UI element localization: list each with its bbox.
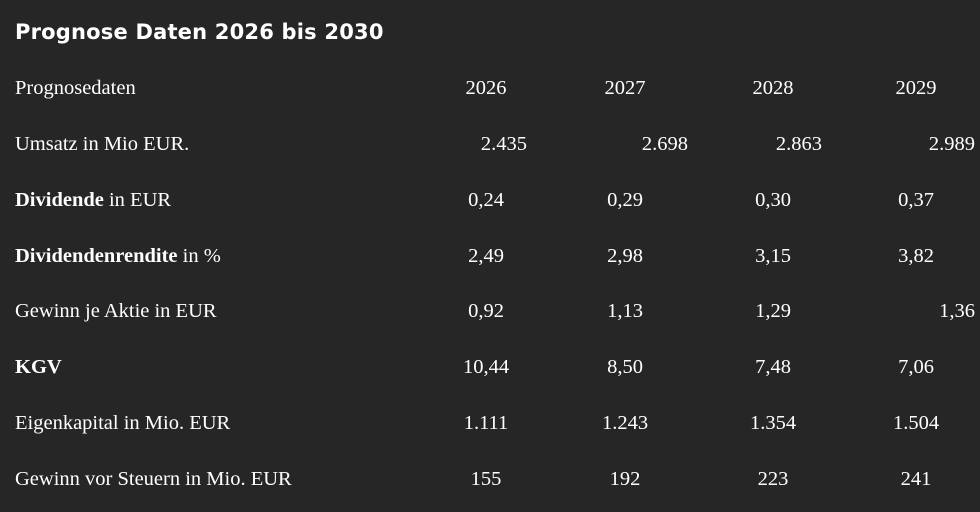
table-cell: 1,13	[607, 300, 643, 322]
row-label: KGV	[15, 347, 62, 387]
row-label: Dividende in EUR	[15, 180, 171, 220]
table-cell: 2.863	[775, 133, 822, 155]
table-cell: 10,44	[462, 356, 510, 378]
table-row: Gewinn vor Steuern in Mio. EUR 155 192 2…	[0, 459, 980, 499]
table-row: Eigenkapital in Mio. EUR 1.111 1.243 1.3…	[0, 403, 980, 443]
row-label-text: in %	[177, 245, 221, 267]
table-cell: 1,36	[939, 300, 975, 322]
table-row: Dividende in EUR 0,24 0,29 0,30 0,37	[0, 180, 980, 220]
header-label: Prognosedaten	[15, 77, 136, 99]
table-row: KGV 10,44 8,50 7,48 7,06	[0, 347, 980, 387]
table-cell: 2.989	[928, 133, 975, 155]
table-cell: 192	[609, 468, 641, 490]
table-cell: 0,24	[468, 189, 504, 211]
row-label-bold: KGV	[15, 356, 62, 378]
table-row: Dividendenrendite in % 2,49 2,98 3,15 3,…	[0, 236, 980, 276]
row-label: Umsatz in Mio EUR.	[15, 124, 189, 164]
table-cell: 2,98	[607, 245, 643, 267]
row-label: Gewinn vor Steuern in Mio. EUR	[15, 459, 292, 499]
table-row: Umsatz in Mio EUR. 2.435 2.698 2.863 2.9…	[0, 124, 980, 164]
header-year: 2028	[752, 77, 794, 99]
header-year: 2026	[465, 77, 507, 99]
row-label-bold: Dividendenrendite	[15, 245, 178, 267]
table-cell: 2.698	[641, 133, 688, 155]
table-row: Gewinn je Aktie in EUR 0,92 1,13 1,29 1,…	[0, 291, 980, 331]
table-cell: 1.243	[601, 412, 649, 434]
table-cell: 1.504	[892, 412, 940, 434]
row-label-text: in EUR	[103, 189, 172, 211]
row-label-bold: Dividende	[15, 189, 104, 211]
table-cell: 223	[757, 468, 789, 490]
row-label: Dividendenrendite in %	[15, 236, 221, 276]
table-cell: 241	[900, 468, 932, 490]
table-cell: 7,06	[898, 356, 934, 378]
row-label-text: Gewinn vor Steuern in Mio. EUR	[15, 468, 292, 490]
row-label: Gewinn je Aktie in EUR	[15, 291, 217, 331]
header-year: 2027	[604, 77, 646, 99]
table-cell: 0,92	[468, 300, 504, 322]
row-label: Eigenkapital in Mio. EUR	[15, 403, 230, 443]
table-cell: 1.111	[463, 412, 509, 434]
table-cell: 0,30	[755, 189, 791, 211]
table-cell: 3,15	[755, 245, 791, 267]
page-title: Prognose Daten 2026 bis 2030	[15, 20, 384, 44]
table-cell: 0,29	[607, 189, 643, 211]
table-cell: 3,82	[898, 245, 934, 267]
table-header-row: Prognosedaten 2026 2027 2028 2029	[0, 68, 980, 108]
table-cell: 8,50	[607, 356, 643, 378]
row-label-text: Eigenkapital in Mio. EUR	[15, 412, 231, 434]
header-year: 2029	[895, 77, 937, 99]
table-cell: 0,37	[898, 189, 934, 211]
table-cell: 1.354	[749, 412, 797, 434]
table-cell: 2.435	[480, 133, 527, 155]
table-cell: 7,48	[755, 356, 791, 378]
row-label-text: Umsatz in Mio EUR.	[15, 133, 190, 155]
table-cell: 2,49	[468, 245, 504, 267]
table-cell: 155	[470, 468, 502, 490]
table-cell: 1,29	[755, 300, 791, 322]
row-label-text: Gewinn je Aktie in EUR	[15, 300, 217, 322]
